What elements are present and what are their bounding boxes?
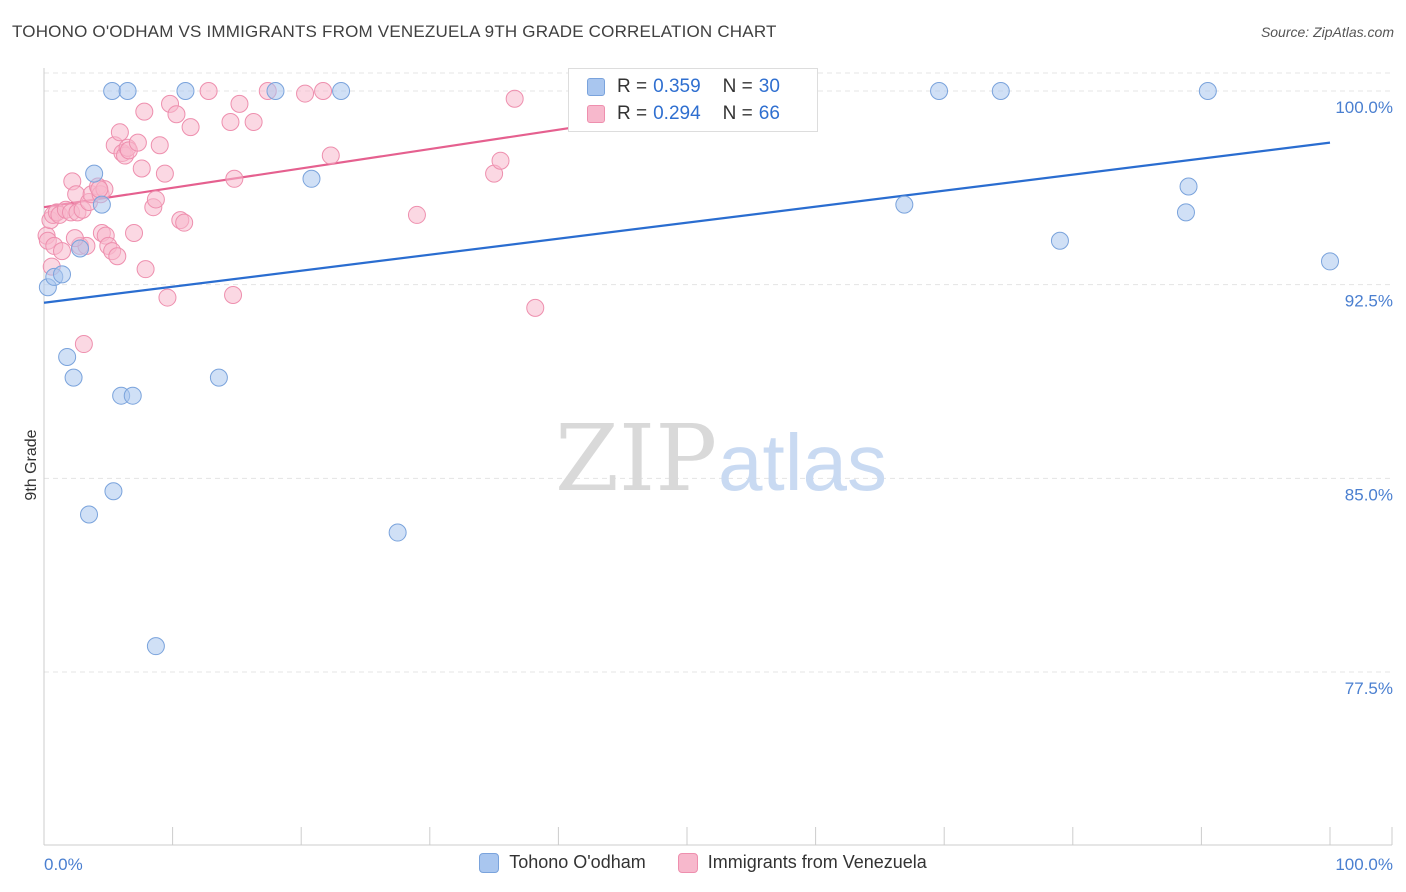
- tohono-point: [1179, 177, 1198, 196]
- chart-title: TOHONO O'ODHAM VS IMMIGRANTS FROM VENEZU…: [12, 22, 777, 41]
- venezuela-point: [158, 288, 177, 307]
- venezuela-point: [132, 159, 151, 178]
- venezuela-point: [244, 112, 263, 131]
- data-points: [37, 81, 1339, 656]
- venezuela-point: [74, 335, 93, 354]
- tohono-point: [64, 368, 83, 387]
- tohono-point: [104, 482, 123, 501]
- tohono-point: [302, 169, 321, 188]
- legend-n-label: N =: [722, 103, 753, 124]
- tohono-point: [71, 239, 90, 258]
- axes: [43, 68, 1393, 846]
- venezuela-point: [314, 81, 333, 100]
- tohono-point: [118, 81, 137, 100]
- y-axis-label: 9th Grade: [23, 429, 40, 500]
- tohono-point: [53, 265, 72, 284]
- tohono-point: [1198, 81, 1217, 100]
- venezuela-point: [128, 133, 147, 152]
- watermark-zip: ZIP: [555, 405, 717, 512]
- legend-n-label: N =: [722, 76, 753, 97]
- tohono-trend-line: [43, 141, 1331, 304]
- legend-r-value: 0.294: [653, 103, 701, 124]
- correlation-legend: R = 0.359 N = 30 R = 0.294 N = 66: [568, 68, 818, 132]
- venezuela-point: [53, 242, 72, 261]
- tohono-point: [103, 81, 122, 100]
- legend-n-value: 30: [758, 76, 780, 97]
- tohono-point: [895, 195, 914, 214]
- legend-swatch-venezuela: [677, 852, 698, 873]
- venezuela-point: [136, 260, 155, 279]
- venezuela-point: [407, 205, 426, 224]
- legend-row-venezuela: R = 0.294 N = 66: [587, 102, 780, 126]
- venezuela-point: [150, 136, 169, 155]
- legend-r-value: 0.359: [653, 76, 701, 97]
- venezuela-point: [491, 151, 510, 170]
- venezuela-point: [230, 94, 249, 113]
- venezuela-point: [90, 180, 109, 199]
- legend-row-tohono: R = 0.359 N = 30: [587, 75, 780, 99]
- venezuela-point: [221, 112, 240, 131]
- legend-r-label: R =: [617, 76, 648, 97]
- legend-label-venezuela: Immigrants from Venezuela: [707, 852, 927, 872]
- legend-item-tohono[interactable]: Tohono O'odham: [479, 852, 646, 873]
- tohono-point: [991, 81, 1010, 100]
- watermark-atlas: atlas: [718, 418, 887, 507]
- tohono-point: [85, 164, 104, 183]
- grid-lines: [44, 72, 1390, 673]
- venezuela-point: [181, 118, 200, 137]
- legend-swatch-tohono: [587, 78, 605, 96]
- legend-swatch-tohono: [479, 852, 500, 873]
- legend-item-venezuela[interactable]: Immigrants from Venezuela: [677, 852, 927, 873]
- venezuela-point: [155, 164, 174, 183]
- tohono-point: [58, 347, 77, 366]
- tohono-point: [1176, 203, 1195, 222]
- x-tick-label-min: 0.0%: [44, 855, 83, 874]
- tohono-point: [332, 81, 351, 100]
- tohono-point: [209, 368, 228, 387]
- legend-swatch-venezuela: [587, 105, 605, 123]
- venezuela-point: [296, 84, 315, 103]
- series-legend: Tohono O'odham Immigrants from Venezuela: [0, 852, 1406, 873]
- legend-r-label: R =: [617, 103, 648, 124]
- legend-n-value: 66: [758, 103, 780, 124]
- venezuela-point: [110, 123, 129, 142]
- venezuela-point: [146, 190, 165, 209]
- tohono-point: [388, 523, 407, 542]
- tohono-point: [92, 195, 111, 214]
- x-tick-label-max: 100.0%: [1335, 855, 1393, 874]
- venezuela-point: [125, 224, 144, 243]
- tohono-point: [176, 81, 195, 100]
- venezuela-point: [108, 247, 127, 266]
- tohono-point: [80, 505, 99, 524]
- tohono-point: [266, 81, 285, 100]
- y-tick-label: 85.0%: [1345, 485, 1393, 504]
- venezuela-point: [526, 298, 545, 317]
- legend-label-tohono: Tohono O'odham: [509, 852, 646, 872]
- venezuela-point: [225, 169, 244, 188]
- tohono-point: [146, 637, 165, 656]
- venezuela-point: [175, 213, 194, 232]
- tohono-point: [1050, 231, 1069, 250]
- source-label: Source: ZipAtlas.com: [1260, 24, 1394, 40]
- venezuela-point: [135, 102, 154, 121]
- tick-labels: 100.0% 92.5% 85.0% 77.5% 0.0% 100.0%: [44, 98, 1393, 874]
- tohono-point: [1321, 252, 1339, 271]
- tohono-point: [123, 386, 142, 405]
- y-tick-label: 92.5%: [1345, 292, 1393, 311]
- venezuela-point: [224, 285, 243, 304]
- y-tick-label: 100.0%: [1335, 98, 1393, 117]
- venezuela-point: [321, 146, 340, 165]
- y-tick-label: 77.5%: [1345, 679, 1393, 698]
- tohono-point: [930, 81, 949, 100]
- venezuela-point: [199, 81, 218, 100]
- watermark: ZIP atlas: [555, 405, 887, 512]
- venezuela-point: [505, 89, 524, 108]
- venezuela-point: [167, 105, 186, 124]
